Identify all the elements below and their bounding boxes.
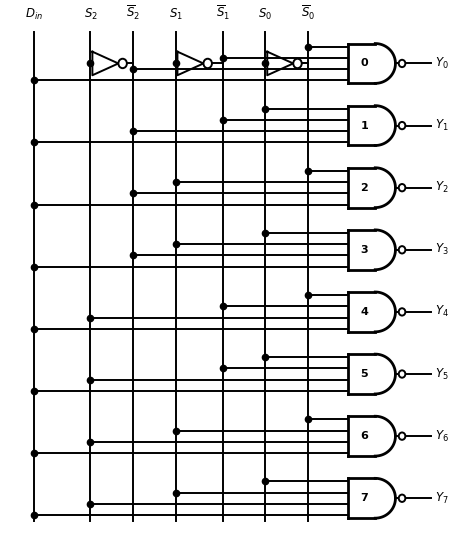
Text: 1: 1 bbox=[361, 120, 368, 131]
Text: 7: 7 bbox=[361, 493, 368, 503]
Circle shape bbox=[399, 370, 405, 378]
Text: $S_0$: $S_0$ bbox=[258, 6, 273, 21]
Circle shape bbox=[118, 59, 127, 68]
Text: $S_1$: $S_1$ bbox=[169, 6, 182, 21]
Text: $Y_{7}$: $Y_{7}$ bbox=[435, 491, 449, 506]
Text: $Y_{3}$: $Y_{3}$ bbox=[435, 243, 449, 257]
Text: 0: 0 bbox=[361, 59, 368, 68]
Text: 5: 5 bbox=[361, 369, 368, 379]
Circle shape bbox=[399, 184, 405, 191]
Circle shape bbox=[399, 246, 405, 254]
Text: $Y_{4}$: $Y_{4}$ bbox=[435, 304, 449, 319]
Circle shape bbox=[293, 59, 302, 68]
Text: $\overline{S}_0$: $\overline{S}_0$ bbox=[301, 4, 315, 21]
Text: $Y_{2}$: $Y_{2}$ bbox=[435, 180, 449, 195]
Text: 2: 2 bbox=[361, 183, 368, 193]
Text: $D_{in}$: $D_{in}$ bbox=[25, 6, 43, 21]
Circle shape bbox=[399, 60, 405, 67]
Circle shape bbox=[399, 495, 405, 502]
Text: $Y_{1}$: $Y_{1}$ bbox=[435, 118, 449, 133]
Text: $\overline{S}_1$: $\overline{S}_1$ bbox=[216, 4, 230, 21]
Text: 3: 3 bbox=[361, 245, 368, 255]
Circle shape bbox=[399, 308, 405, 316]
Text: 4: 4 bbox=[360, 307, 368, 317]
Text: 6: 6 bbox=[360, 431, 368, 441]
Circle shape bbox=[203, 59, 212, 68]
Text: $Y_{0}$: $Y_{0}$ bbox=[435, 56, 449, 71]
Text: $Y_{6}$: $Y_{6}$ bbox=[435, 429, 449, 443]
Text: $S_2$: $S_2$ bbox=[83, 6, 98, 21]
Circle shape bbox=[399, 432, 405, 440]
Text: $Y_{5}$: $Y_{5}$ bbox=[435, 367, 449, 382]
Text: $\overline{S}_2$: $\overline{S}_2$ bbox=[126, 4, 140, 21]
Circle shape bbox=[399, 122, 405, 129]
